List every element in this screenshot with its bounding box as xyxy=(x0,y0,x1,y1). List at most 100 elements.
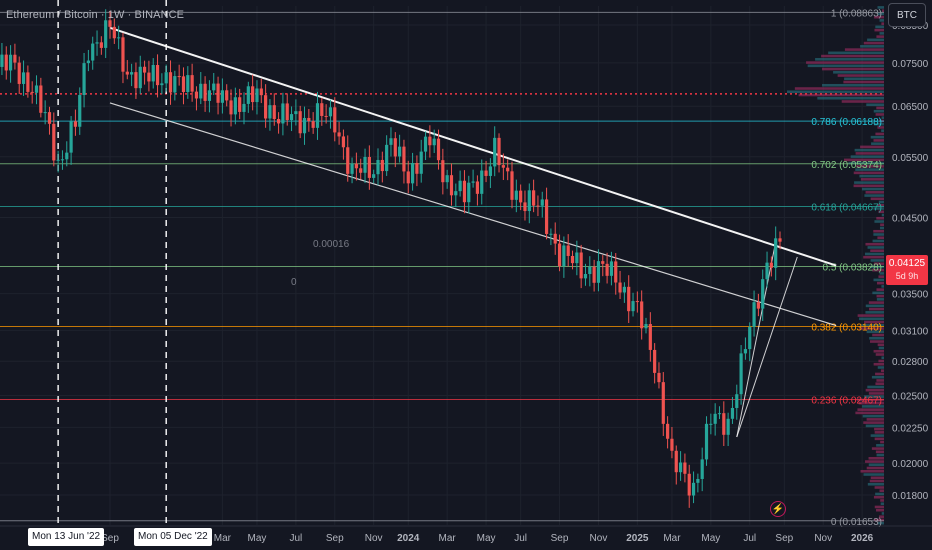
candle-body xyxy=(428,136,432,146)
candle-body xyxy=(285,103,289,121)
volume-profile-bar xyxy=(864,194,884,197)
volume-profile-bar xyxy=(880,223,884,227)
y-tick-label: 0.03500 xyxy=(892,290,929,301)
candle-body xyxy=(69,121,73,153)
volume-profile-bar xyxy=(872,268,884,272)
volume-profile-bar xyxy=(869,336,884,340)
volume-profile-bar xyxy=(872,239,884,243)
volume-profile-bar xyxy=(876,281,884,285)
volume-profile-bar xyxy=(871,447,884,450)
volume-profile-bar xyxy=(854,181,884,184)
candle-body xyxy=(73,121,78,127)
volume-profile-bar xyxy=(864,320,884,324)
volume-profile-bar xyxy=(868,463,884,467)
volume-profile-bar xyxy=(881,356,884,360)
candle-body xyxy=(562,245,566,267)
x-tick-label: 2025 xyxy=(626,533,649,544)
candle-body xyxy=(181,76,186,93)
volume-profile-bar xyxy=(867,482,884,486)
candle-body xyxy=(324,115,328,117)
candle-body xyxy=(566,245,570,256)
candle-body xyxy=(678,462,683,473)
candle-body xyxy=(648,324,652,350)
volume-profile-bar xyxy=(859,327,884,330)
fib-label: 0.5 (0.03828) xyxy=(823,263,883,274)
currency-button[interactable]: BTC xyxy=(888,3,926,27)
candle-body xyxy=(56,159,60,161)
volume-profile-bar xyxy=(878,275,884,278)
candle-body xyxy=(203,83,207,101)
x-tick-label: Sep xyxy=(775,533,793,544)
candle-body xyxy=(155,64,160,86)
volume-profile-bar xyxy=(877,236,884,240)
candle-body xyxy=(315,103,320,128)
volume-profile-bar xyxy=(881,9,884,12)
candle-body xyxy=(246,86,250,104)
volume-profile-bar xyxy=(876,35,884,38)
lightning-icon[interactable]: ⚡ xyxy=(770,501,786,517)
volume-profile-bar xyxy=(860,145,884,149)
candle-body xyxy=(255,88,259,103)
volume-profile-bar xyxy=(874,15,884,19)
volume-profile-bar xyxy=(873,278,884,282)
volume-profile-bar xyxy=(874,431,884,434)
volume-profile-bar xyxy=(876,508,884,512)
y-tick-label: 0.04500 xyxy=(892,214,929,225)
candle-body xyxy=(104,20,108,48)
candle-body xyxy=(631,301,635,312)
volume-profile-bar xyxy=(863,255,884,259)
candle-body xyxy=(372,174,376,178)
volume-profile-bar xyxy=(873,229,884,233)
volume-profile-bar xyxy=(877,343,884,347)
volume-profile-bar xyxy=(870,249,884,253)
candle-body xyxy=(117,37,121,39)
candle-body xyxy=(99,42,103,48)
volume-profile-bar xyxy=(867,246,884,249)
volume-profile-bar xyxy=(880,440,884,444)
volume-profile-bar xyxy=(873,349,884,353)
candle-body xyxy=(579,252,583,279)
candle-body xyxy=(95,42,99,44)
volume-profile-bar xyxy=(877,521,884,525)
volume-profile-bar xyxy=(860,178,884,181)
fib-label: 1 (0.08863) xyxy=(831,8,882,19)
volume-profile-bar xyxy=(869,340,884,343)
candle-body xyxy=(259,88,263,96)
candle-body xyxy=(43,112,47,114)
volume-profile-bar xyxy=(881,22,884,25)
candle-body xyxy=(47,112,52,124)
candle-body xyxy=(363,156,367,173)
volume-profile-bar xyxy=(863,395,884,398)
candle-body xyxy=(168,72,173,93)
x-tick-label: 2024 xyxy=(397,533,420,544)
volume-profile-bar xyxy=(867,38,884,42)
volume-profile-bar xyxy=(875,450,884,454)
last-price: 0.04125 xyxy=(888,258,926,269)
candle-body xyxy=(138,66,142,89)
volume-profile-bar xyxy=(876,294,884,298)
volume-profile-bar xyxy=(828,51,884,55)
trendline xyxy=(109,102,837,327)
candle-body xyxy=(449,175,454,196)
y-tick-label: 0.06500 xyxy=(892,102,929,113)
candle-body xyxy=(618,282,622,293)
candle-body xyxy=(398,146,402,157)
candle-body xyxy=(583,274,588,279)
volume-profile-bar xyxy=(865,242,884,246)
candle-body xyxy=(410,163,415,184)
volume-profile-bar xyxy=(874,486,884,489)
volume-profile-bar xyxy=(865,460,884,463)
candle-body xyxy=(553,233,557,244)
candle-body xyxy=(704,423,709,460)
trendline xyxy=(736,256,798,438)
volume-profile-bar xyxy=(871,142,884,145)
x-tick-label: May xyxy=(248,533,267,544)
volume-profile-bar xyxy=(873,139,884,142)
volume-profile-bar xyxy=(865,304,884,308)
volume-profile-bar xyxy=(815,58,884,61)
volume-profile-bar xyxy=(880,499,884,502)
volume-profile-bar xyxy=(858,401,884,405)
candle-body xyxy=(769,262,773,268)
y-tick-label: 0.02000 xyxy=(892,459,929,470)
